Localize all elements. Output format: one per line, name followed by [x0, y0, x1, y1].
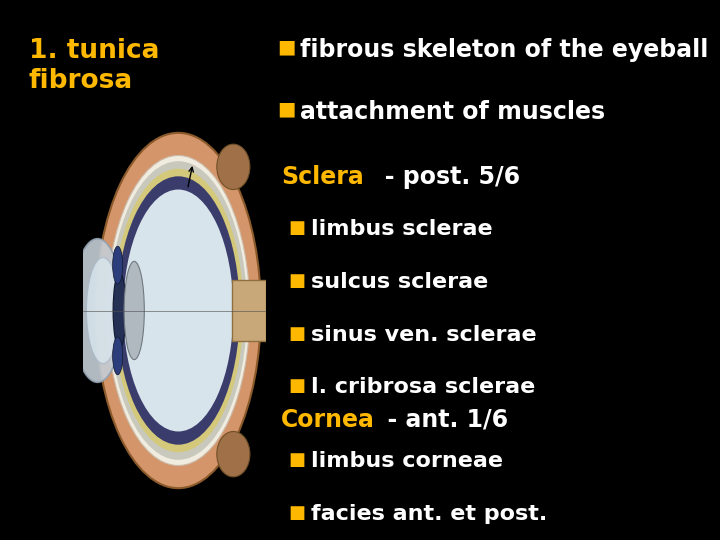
Ellipse shape: [123, 190, 233, 431]
Text: ■: ■: [288, 377, 305, 395]
Text: ■: ■: [288, 451, 305, 469]
Ellipse shape: [113, 273, 126, 348]
Text: fibrous skeleton of the eyeball: fibrous skeleton of the eyeball: [300, 38, 708, 62]
Text: ■: ■: [288, 219, 305, 237]
Ellipse shape: [124, 261, 144, 360]
Text: ■: ■: [277, 38, 296, 57]
Text: - post. 5/6: - post. 5/6: [360, 165, 520, 188]
Text: ■: ■: [288, 504, 305, 522]
Ellipse shape: [112, 246, 122, 284]
Ellipse shape: [217, 431, 250, 477]
Text: limbus sclerae: limbus sclerae: [311, 219, 492, 239]
Ellipse shape: [112, 337, 122, 375]
Text: ■: ■: [288, 325, 305, 342]
Text: ■: ■: [288, 272, 305, 289]
Ellipse shape: [86, 258, 120, 363]
Text: limbus corneae: limbus corneae: [311, 451, 503, 471]
Text: sulcus sclerae: sulcus sclerae: [311, 272, 488, 292]
Ellipse shape: [72, 239, 123, 382]
Ellipse shape: [113, 169, 243, 453]
Text: Sclera: Sclera: [281, 165, 364, 188]
Text: attachment of muscles: attachment of muscles: [300, 100, 606, 124]
Ellipse shape: [109, 161, 247, 460]
Text: 1. tunica
fibrosa: 1. tunica fibrosa: [29, 38, 159, 94]
Text: ■: ■: [277, 100, 296, 119]
Ellipse shape: [117, 177, 240, 445]
Ellipse shape: [96, 133, 261, 488]
FancyBboxPatch shape: [232, 280, 266, 341]
Text: sinus ven. sclerae: sinus ven. sclerae: [311, 325, 536, 345]
Text: l. cribrosa sclerae: l. cribrosa sclerae: [311, 377, 535, 397]
Text: facies ant. et post.: facies ant. et post.: [311, 504, 547, 524]
Ellipse shape: [107, 156, 250, 465]
Text: Cornea: Cornea: [281, 408, 374, 431]
Text: - ant. 1/6: - ant. 1/6: [371, 408, 508, 431]
Ellipse shape: [217, 144, 250, 190]
